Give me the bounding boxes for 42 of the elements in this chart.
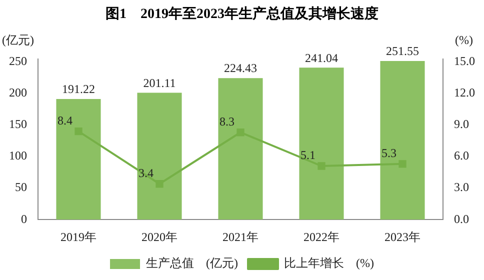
bar: [56, 99, 101, 220]
point: [74, 127, 82, 136]
x-tick-label: 2020年: [142, 230, 178, 244]
y2-tick-label: 3.0: [454, 180, 469, 194]
data-label: 191.22: [62, 82, 95, 96]
data-label: 224.43: [224, 61, 257, 76]
data-label: 251.55: [386, 44, 419, 58]
data-label: 8.3: [220, 114, 234, 129]
legend-label: 生产总值 (亿元): [146, 256, 238, 270]
point: [236, 128, 244, 136]
bar: [380, 60, 425, 220]
y2-tick-label: 6.0: [454, 148, 469, 163]
bar: [218, 78, 263, 220]
y-tick-label: 150: [9, 117, 27, 132]
data-label: 5.1: [300, 148, 316, 162]
y2-tick-label: 15.0: [454, 54, 475, 68]
x-tick-label: 2022年: [304, 230, 340, 244]
y2-axis-title: (%): [455, 32, 473, 47]
y-tick-label: 100: [9, 148, 27, 163]
y2-tick-label: 0.0: [454, 212, 469, 226]
x-tick-label: 2023年: [384, 230, 420, 244]
bar: [137, 92, 182, 220]
y2-tick-label: 9.0: [454, 117, 469, 132]
y-tick-label: 200: [9, 86, 27, 100]
y-tick-label: 250: [9, 54, 27, 68]
data-label: 3.4: [138, 166, 154, 180]
x-tick-label: 2021年: [222, 230, 258, 244]
data-label: 5.3: [382, 146, 396, 160]
y-tick-label: 50: [15, 180, 27, 194]
x-tick-label: 2019年: [60, 230, 96, 244]
point: [398, 160, 406, 168]
y-axis-title: (亿元): [2, 32, 34, 47]
y2-tick-label: 12.0: [454, 86, 475, 100]
data-label: 241.04: [305, 50, 338, 65]
y-tick-label: 0: [21, 212, 27, 226]
point: [318, 162, 326, 170]
point: [156, 180, 164, 188]
bar: [299, 68, 344, 220]
chart-title: 图1 2019年至2023年生产总值及其增长速度: [106, 5, 378, 22]
data-label: 8.4: [58, 113, 72, 128]
legend-label: 比上年增长 (%): [284, 256, 374, 270]
data-label: 201.11: [143, 76, 176, 90]
